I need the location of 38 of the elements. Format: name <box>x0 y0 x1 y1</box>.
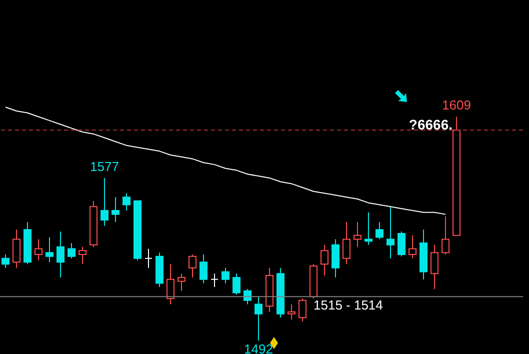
candlestick <box>210 273 218 288</box>
candlestick <box>56 231 64 278</box>
candlestick <box>232 273 240 296</box>
candlestick <box>178 273 186 292</box>
candlestick <box>46 236 54 263</box>
candlestick <box>320 244 328 276</box>
candlestick <box>332 238 340 278</box>
candlestick <box>376 221 384 240</box>
candlestick <box>68 242 76 259</box>
candlestick <box>100 177 108 226</box>
candlestick <box>200 254 208 284</box>
candlestick <box>288 304 296 320</box>
annotation: ?6666. <box>408 116 452 133</box>
candlestick <box>12 229 20 268</box>
candlestick <box>430 244 438 290</box>
candlestick <box>354 221 362 248</box>
ref-line-label: 1515 - 1514 <box>314 298 383 313</box>
candlestick <box>2 254 10 268</box>
candlestick <box>222 267 230 284</box>
candlestick <box>34 238 42 261</box>
candlestick <box>112 196 120 222</box>
candlestick <box>398 231 406 257</box>
candlestick <box>166 264 174 305</box>
annotation: 1492 <box>244 342 273 354</box>
candlestick <box>364 212 372 246</box>
annotation: 1609 <box>442 98 471 113</box>
annotation: 1577 <box>90 158 119 174</box>
candlestick <box>408 234 416 259</box>
candlestick <box>254 296 262 342</box>
candlestick <box>144 248 152 268</box>
candlestick <box>122 192 130 211</box>
candlestick <box>298 298 306 322</box>
candlestick <box>442 216 450 255</box>
candlestick <box>386 206 394 259</box>
candlestick <box>342 221 350 265</box>
candlestick <box>244 288 252 305</box>
candlestick <box>188 254 196 278</box>
candlestick <box>78 246 86 265</box>
